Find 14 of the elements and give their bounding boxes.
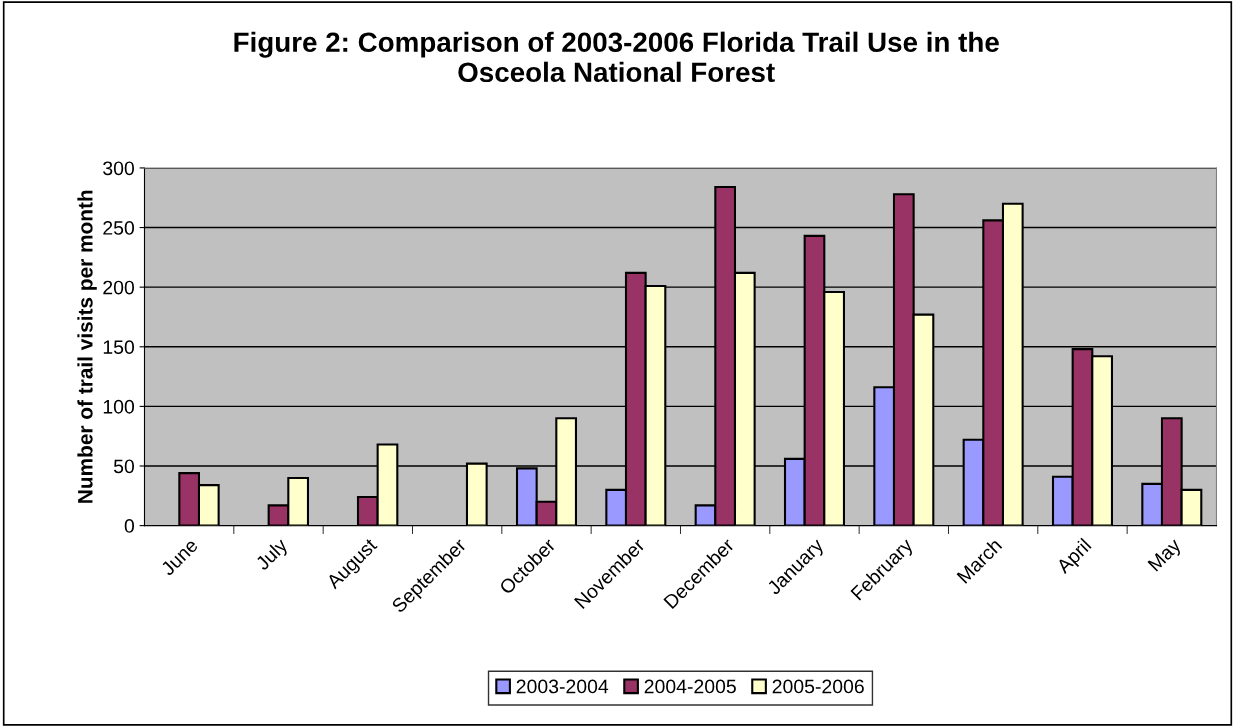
y-tick-label: 150 — [103, 340, 135, 355]
y-tick-label: 50 — [113, 459, 135, 474]
y-tick-label: 200 — [103, 280, 135, 295]
y-tick-label: 300 — [103, 161, 135, 176]
legend-label: 2003-2004 — [516, 679, 609, 694]
y-tick-label: 250 — [103, 221, 135, 235]
legend-label: 2004-2005 — [644, 679, 736, 694]
y-tick-label: 100 — [103, 399, 135, 414]
chart-title: Figure 2: Comparison of 2003-2006 Florida Trail Use in the Osceola National Forest — [234, 31, 999, 83]
legend-label: 2005-2006 — [772, 679, 864, 694]
y-tick-label: 0 — [124, 519, 135, 533]
y-axis-title: Number of trail visits per month — [77, 190, 97, 503]
x-tick-label: July — [254, 536, 292, 574]
x-tick-label: May — [1147, 537, 1185, 575]
